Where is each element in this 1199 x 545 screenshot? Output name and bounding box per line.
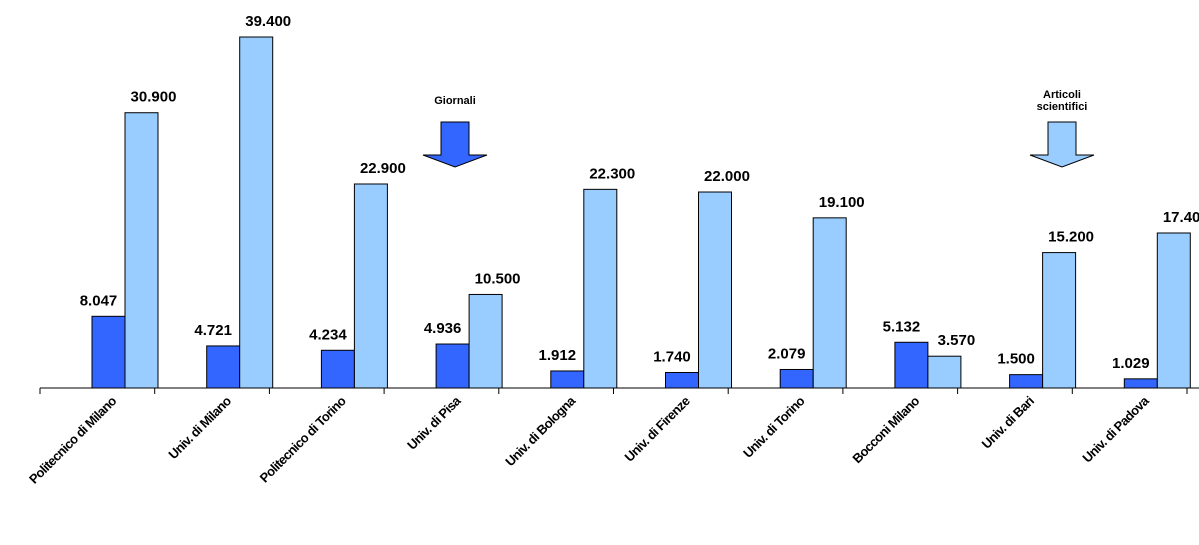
x-tick-label-5: Univ. di Firenze xyxy=(622,393,693,464)
x-tick-label-8: Univ. di Bari xyxy=(979,394,1037,452)
x-tick-label-4: Univ. di Bologna xyxy=(502,393,579,470)
data-label-series1-0: 8.047 xyxy=(80,292,118,309)
bar-series2-9 xyxy=(1156,232,1191,389)
data-label-series1-7: 5.132 xyxy=(883,318,921,335)
x-tick-label-1: Univ. di Milano xyxy=(165,393,234,462)
annotation-label-2-line2: scientifici xyxy=(1037,101,1088,113)
bar-series2-2 xyxy=(353,183,388,389)
bar-series1-4 xyxy=(550,370,585,389)
data-label-series1-8: 1.500 xyxy=(997,351,1035,368)
data-label-series2-2: 22.900 xyxy=(360,160,406,177)
data-label-series1-4: 1.912 xyxy=(539,347,577,364)
bar-series2-1 xyxy=(239,36,274,389)
bar-series1-3 xyxy=(435,343,470,389)
x-tick-label-9: Univ. di Padova xyxy=(1079,393,1152,466)
bar-series1-2 xyxy=(320,349,355,389)
data-label-series2-3: 10.500 xyxy=(475,270,521,287)
data-label-series2-7: 3.570 xyxy=(938,332,976,349)
annotation-label-2-line1: Articoli xyxy=(1043,89,1081,101)
data-label-series1-2: 4.234 xyxy=(309,326,347,343)
bar-series1-0 xyxy=(91,315,126,389)
x-tick-label-6: Univ. di Torino xyxy=(740,393,808,461)
x-tick-label-0: Politecnico di Milano xyxy=(26,393,120,487)
bar-series2-5 xyxy=(698,191,732,389)
bar-series2-7 xyxy=(927,355,962,389)
bar-series1-5 xyxy=(665,371,699,389)
data-label-series2-9: 17.400 xyxy=(1163,209,1199,226)
annotation-label-1-line1: Giornali xyxy=(434,95,476,107)
bar-series2-3 xyxy=(468,293,503,389)
data-label-series1-1: 4.721 xyxy=(194,322,232,339)
data-label-series2-8: 15.200 xyxy=(1048,229,1094,246)
data-label-series2-0: 30.900 xyxy=(131,89,177,106)
data-label-series2-6: 19.100 xyxy=(819,194,865,211)
data-label-series1-5: 1.740 xyxy=(653,348,691,365)
bar-series1-8 xyxy=(1009,374,1044,389)
x-tick-label-2: Politecnico di Torino xyxy=(257,393,349,485)
x-tick-label-7: Bocconi Milano xyxy=(849,393,922,466)
x-tick-label-3: Univ. di Pisa xyxy=(404,393,464,453)
bar-series2-8 xyxy=(1042,252,1077,389)
data-label-series1-9: 1.029 xyxy=(1112,355,1150,372)
annotation-arrow-1 xyxy=(422,121,488,168)
data-label-series2-5: 22.000 xyxy=(704,168,750,185)
bar-series1-7 xyxy=(894,341,929,389)
data-label-series1-6: 2.079 xyxy=(768,345,806,362)
bar-series1-9 xyxy=(1123,378,1158,389)
bar-series1-1 xyxy=(206,345,241,389)
data-label-series2-1: 39.400 xyxy=(245,13,291,30)
data-label-series2-4: 22.300 xyxy=(589,165,635,182)
data-label-series1-3: 4.936 xyxy=(424,320,462,337)
annotation-arrow-2 xyxy=(1029,121,1095,168)
bar-series1-6 xyxy=(779,368,814,389)
bar-series2-6 xyxy=(812,217,847,389)
bar-series2-4 xyxy=(583,188,618,389)
bar-series2-0 xyxy=(124,112,159,389)
